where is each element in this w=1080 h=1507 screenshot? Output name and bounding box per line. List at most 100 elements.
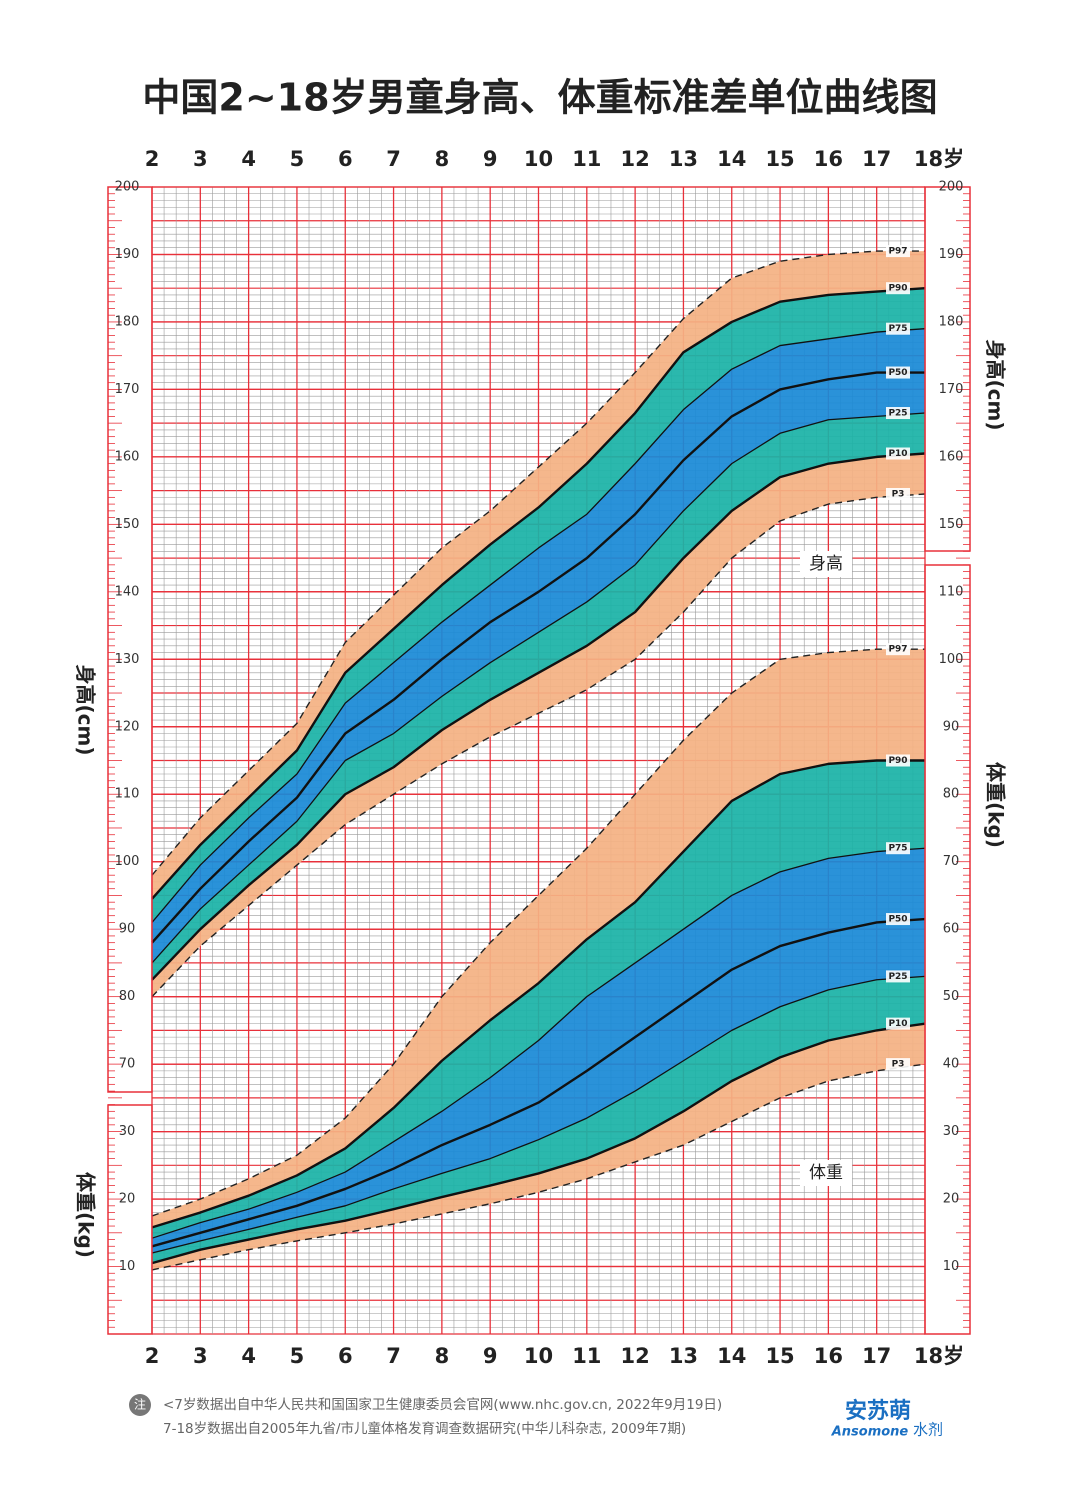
- percentile-line: [151, 371, 925, 944]
- legend-label: P25: [888, 972, 907, 982]
- annotation-bg: [800, 1160, 852, 1186]
- y2-axis-label: 体重(kg): [984, 762, 1008, 848]
- x-tick-label: 8: [435, 147, 450, 171]
- right-height-box: [924, 186, 971, 552]
- tick-label: 110: [939, 584, 964, 599]
- x-tick-label: 13: [669, 147, 698, 171]
- percentile-line: [151, 250, 925, 876]
- footer-line: 7-18岁数据出自2005年九省/市儿童体格发育调查数据研究(中华儿科杂志, 2…: [163, 1420, 686, 1437]
- legend-label: P10: [888, 1019, 907, 1029]
- legend-box: [886, 913, 910, 926]
- x-tick-label: 11: [572, 1344, 601, 1368]
- tick-label: 160: [115, 449, 140, 464]
- band: [152, 649, 925, 1228]
- tick-label: 170: [115, 382, 140, 397]
- tick-label: 80: [943, 787, 960, 802]
- x-tick-label: 6: [338, 147, 353, 171]
- tick-label: 40: [943, 1057, 960, 1072]
- legend-box: [886, 1058, 910, 1071]
- legend-label: P25: [888, 409, 907, 419]
- legend-label: P75: [888, 844, 907, 854]
- annotation: 体重: [809, 1163, 843, 1183]
- tick-label: 30: [943, 1124, 960, 1139]
- band: [152, 919, 925, 1254]
- x-tick-label: 3: [193, 1344, 208, 1368]
- x-tick-label: 2: [145, 147, 160, 171]
- brand-en: Ansomone: [831, 1425, 909, 1440]
- percentile-line: [151, 412, 926, 964]
- tick-label: 190: [939, 247, 964, 262]
- tick-label: 10: [119, 1259, 136, 1274]
- tick-label: 150: [115, 517, 140, 532]
- tick-label: 190: [115, 247, 140, 262]
- x-tick-label: 8: [435, 1344, 450, 1368]
- band: [152, 760, 925, 1239]
- x-tick-label: 7: [386, 1344, 401, 1368]
- x-tick-label: 15: [765, 147, 794, 171]
- legend-label: P3: [892, 489, 905, 499]
- y-axis-label-right: 身高(cm): [984, 340, 1008, 431]
- tick-label: 180: [115, 314, 140, 329]
- tick-label: 90: [119, 922, 136, 937]
- legend-box: [886, 842, 910, 855]
- legend-box: [886, 407, 910, 420]
- annotation-bg: [800, 551, 852, 577]
- legend-box: [886, 282, 910, 295]
- right-weight-box: [924, 564, 971, 1335]
- x-tick-label: 3: [193, 147, 208, 171]
- x-tick-label: 4: [241, 147, 256, 171]
- x-tick-label: 5: [290, 147, 305, 171]
- legend-label: P50: [888, 368, 907, 378]
- x-tick-label: 12: [621, 1344, 650, 1368]
- legend-label: P97: [888, 645, 907, 655]
- legend-label: P3: [892, 1060, 905, 1070]
- frame: [107, 186, 971, 1335]
- x-tick-label: 10: [524, 1344, 553, 1368]
- legend-box: [886, 1017, 910, 1030]
- percentile-line: [151, 493, 926, 998]
- percentile-line: [151, 648, 925, 1217]
- brand-suffix: 水剂: [913, 1421, 943, 1439]
- footer-badge: 注: [134, 1397, 146, 1412]
- tick-label: 20: [119, 1192, 136, 1207]
- x-tick-label: 9: [483, 1344, 498, 1368]
- legend-box: [886, 366, 910, 379]
- legend-box: [886, 322, 910, 335]
- tick-label: 20: [943, 1192, 960, 1207]
- percentile-line: [151, 1022, 926, 1265]
- x-tick-label: 6: [338, 1344, 353, 1368]
- footer-badge-circle: [129, 1394, 151, 1416]
- tick-label: 120: [115, 719, 140, 734]
- left-height-box: [107, 186, 153, 1093]
- tick-label: 100: [115, 854, 140, 869]
- tick-label: 200: [939, 180, 964, 195]
- x-tick-label: 4: [241, 1344, 256, 1368]
- legend-label: P75: [888, 324, 907, 334]
- percentile-line: [151, 759, 925, 1229]
- x-tick-label: 11: [572, 147, 601, 171]
- x-tick-label: 16: [814, 1344, 843, 1368]
- tick-label: 100: [939, 652, 964, 667]
- x-tick-label: 17: [862, 147, 891, 171]
- annotation: 身高: [809, 554, 843, 574]
- y-axis-label: 身高(cm): [74, 665, 98, 756]
- left-weight-box: [107, 1104, 153, 1335]
- x-tick-label: 9: [483, 147, 498, 171]
- tick-label: 30: [119, 1124, 136, 1139]
- chart-title: 中国2~18岁男童身高、体重标准差单位曲线图: [142, 76, 937, 120]
- x-tick-label: 14: [717, 1344, 746, 1368]
- footer-line: <7岁数据出自中华人民共和国国家卫生健康委员会官网(www.nhc.gov.cn…: [163, 1396, 722, 1413]
- tick-label: 50: [943, 989, 960, 1004]
- brand: 安苏萌: [845, 1398, 911, 1424]
- legend-label: P10: [888, 449, 907, 459]
- plot: P97 P90 P75 P50 P25 P10 P3 P97 P90 P75 P50 P25 P10 P3: [151, 245, 926, 1271]
- tick-label: 90: [943, 719, 960, 734]
- tick-label: 80: [119, 989, 136, 1004]
- tick-label: 140: [115, 584, 140, 599]
- tick-label: 70: [943, 854, 960, 869]
- legend-box: [886, 643, 910, 656]
- tick-label: 110: [115, 787, 140, 802]
- tick-label: 10: [943, 1259, 960, 1274]
- legend-box: [886, 245, 910, 258]
